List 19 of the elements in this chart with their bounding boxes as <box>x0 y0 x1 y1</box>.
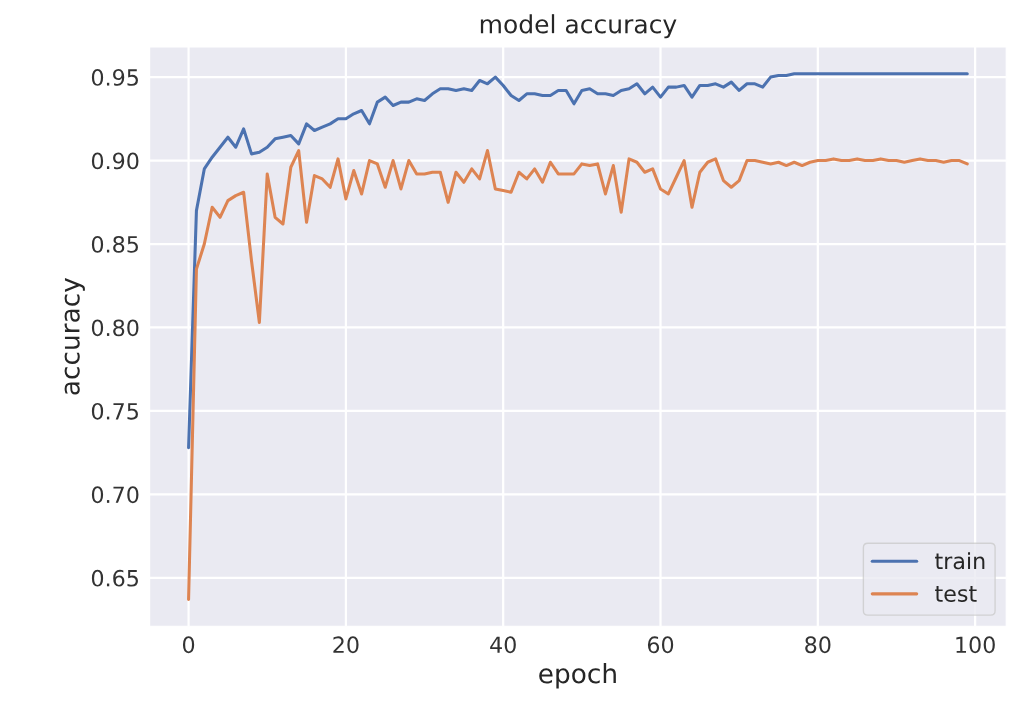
y-tick-label: 0.75 <box>91 402 138 420</box>
y-tick-label: 0.95 <box>91 69 138 86</box>
y-tick-label: 0.85 <box>91 235 138 253</box>
y-tick-label: 0.90 <box>91 152 139 170</box>
legend-label: train <box>935 552 985 570</box>
y-axis-title: accuracy <box>64 277 85 395</box>
x-tick-label: 80 <box>805 636 831 654</box>
x-axis-title: epoch <box>539 663 616 689</box>
line-series <box>187 72 969 450</box>
y-tick-label: 0.70 <box>91 486 139 504</box>
x-tick-label: 0 <box>182 636 195 654</box>
legend-label: test <box>935 586 977 602</box>
y-tick-label: 0.80 <box>91 319 139 337</box>
chart-title: model accuracy <box>480 14 677 39</box>
x-tick-label: 20 <box>333 636 359 654</box>
x-tick-label: 40 <box>490 636 516 654</box>
x-tick-label: 60 <box>647 636 674 654</box>
x-tick-label: 100 <box>956 636 995 654</box>
y-tick-label: 0.65 <box>91 569 138 587</box>
